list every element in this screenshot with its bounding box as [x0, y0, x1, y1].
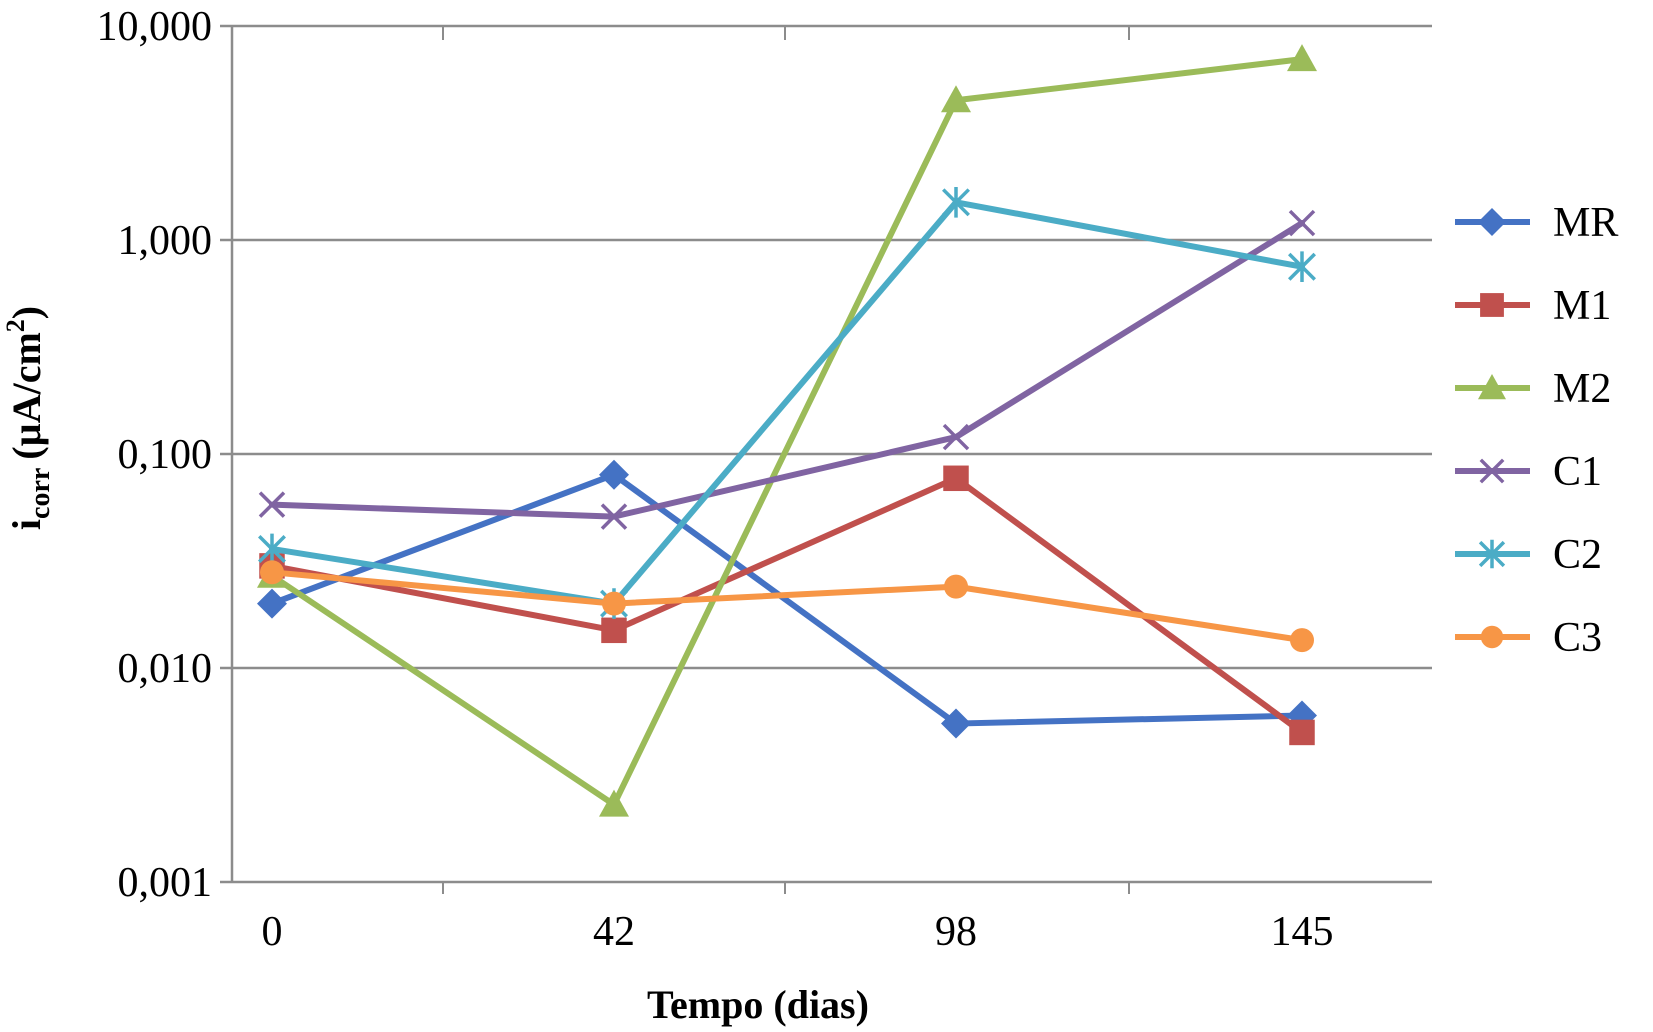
- series-line: [269, 220, 1305, 520]
- legend-label: C1: [1553, 449, 1602, 495]
- series-layer: [257, 44, 1317, 817]
- series-line: [269, 569, 1305, 644]
- y-tick-label: 0,001: [118, 860, 213, 906]
- data-point-circle: [260, 560, 284, 585]
- data-point-x: [258, 491, 286, 518]
- legend-label: C2: [1553, 532, 1602, 578]
- legend-label: M1: [1553, 283, 1611, 329]
- data-point-diamond: [941, 708, 971, 739]
- series-line: [269, 56, 1305, 808]
- data-point-circle: [1290, 628, 1314, 653]
- series-line: [269, 199, 1305, 607]
- data-point-square: [601, 617, 627, 644]
- data-point-diamond: [257, 588, 287, 619]
- y-tick-labels: 0,001 0,010 0,100 1,000 10,000: [97, 4, 213, 906]
- y-axis-title-unit-close: ): [4, 306, 49, 319]
- data-point-star: [1288, 251, 1316, 283]
- data-point-triangle: [1478, 374, 1506, 400]
- series-line: [269, 475, 1305, 736]
- legend-entry-c1: C1: [1455, 449, 1602, 495]
- data-point-star: [258, 533, 286, 565]
- axes: [220, 24, 1432, 894]
- y-tick-label: 0,100: [118, 432, 213, 478]
- y-tick-label: 10,000: [97, 4, 213, 50]
- y-axis-title-unit-sup: 2: [1, 319, 30, 332]
- x-tick-label: 145: [1271, 909, 1334, 955]
- data-point-circle: [944, 574, 968, 599]
- data-point-star: [1478, 539, 1506, 569]
- x-tick-label: 0: [262, 909, 283, 955]
- y-tick-label: 0,010: [118, 646, 213, 692]
- data-point-square: [1480, 293, 1504, 317]
- legend: MR M1 M2 C1 C2 C3: [1455, 200, 1618, 661]
- series-mr: [257, 459, 1317, 739]
- y-tick-label: 1,000: [118, 218, 213, 264]
- data-point-x: [600, 503, 628, 530]
- series-line: [269, 471, 1305, 727]
- data-point-triangle: [941, 85, 971, 113]
- data-point-x: [1479, 458, 1505, 484]
- data-point-square: [1289, 719, 1315, 746]
- series-c3: [260, 560, 1314, 653]
- data-point-circle: [602, 591, 626, 616]
- legend-label: C3: [1553, 615, 1602, 661]
- data-point-circle: [1480, 625, 1504, 649]
- data-point-triangle: [599, 789, 629, 817]
- y-axis-title-main: i: [4, 519, 49, 530]
- gridlines: [232, 24, 1432, 670]
- data-point-x: [942, 423, 970, 451]
- y-axis-title-sub: corr: [25, 468, 56, 519]
- x-tick-label: 98: [935, 909, 977, 955]
- data-point-diamond: [599, 459, 629, 490]
- x-axis-title: Tempo (dias): [647, 982, 869, 1027]
- legend-entry-m1: M1: [1455, 283, 1611, 329]
- y-axis-title-unit: (µA/cm: [4, 332, 49, 459]
- data-point-diamond: [1478, 208, 1506, 236]
- data-point-star: [942, 187, 970, 218]
- legend-label: M2: [1553, 366, 1611, 412]
- data-point-x: [1288, 209, 1316, 237]
- series-c1: [258, 209, 1316, 530]
- legend-label: MR: [1553, 200, 1618, 246]
- legend-entry-mr: MR: [1455, 200, 1618, 246]
- x-tick-label: 42: [593, 909, 635, 955]
- legend-entry-c2: C2: [1455, 532, 1602, 578]
- legend-entry-m2: M2: [1455, 366, 1611, 412]
- x-tick-labels: 0 42 98 145: [262, 909, 1334, 955]
- data-point-square: [943, 465, 969, 492]
- legend-entry-c3: C3: [1455, 615, 1602, 661]
- series-m2: [257, 44, 1317, 817]
- y-axis-title: icorr (µA/cm2): [1, 306, 56, 530]
- data-point-triangle: [1287, 44, 1317, 72]
